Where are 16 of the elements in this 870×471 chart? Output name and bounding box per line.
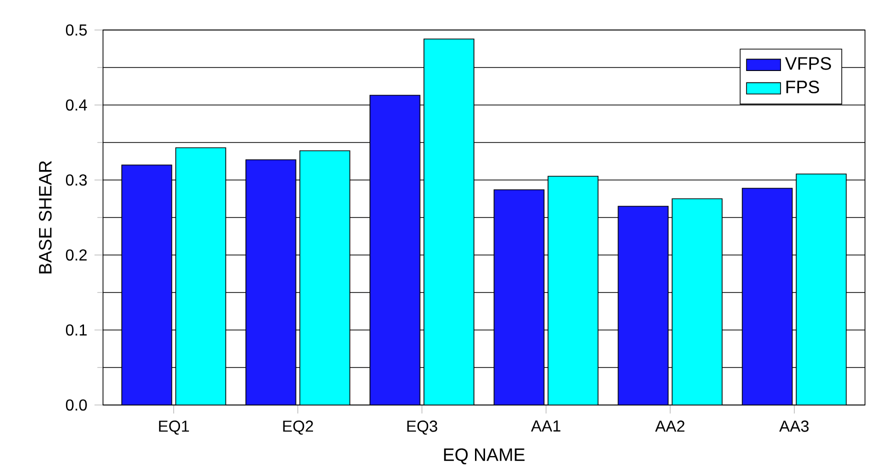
x-tick-label: AA2 [655,420,684,432]
legend-label: FPS [786,80,820,94]
x-tick-label: EQ3 [407,420,438,435]
y-tick-label: 0.1 [66,324,87,336]
x-tick-label: AA1 [531,420,560,432]
x-tick-label: EQ1 [159,420,189,435]
x-axis-title: EQ NAME [444,448,525,464]
x-tick-label: EQ2 [283,420,313,435]
legend-label: VFPS [785,57,831,70]
y-axis-title: BASE SHEAR [38,161,52,274]
y-tick-label: 0.0 [66,399,87,411]
y-tick-label: 0.2 [66,249,87,261]
x-tick-label: AA3 [779,420,809,432]
y-tick-label: 0.3 [66,174,87,186]
y-tick-label: 0.5 [66,24,87,36]
y-tick-label: 0.4 [66,99,88,111]
